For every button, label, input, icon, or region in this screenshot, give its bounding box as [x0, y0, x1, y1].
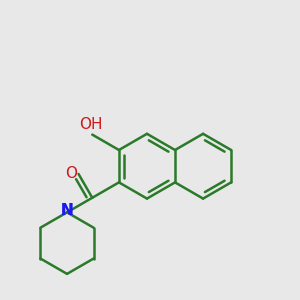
Text: N: N — [61, 203, 74, 218]
Text: OH: OH — [79, 117, 103, 132]
Text: O: O — [65, 167, 77, 182]
Text: N: N — [61, 203, 74, 218]
